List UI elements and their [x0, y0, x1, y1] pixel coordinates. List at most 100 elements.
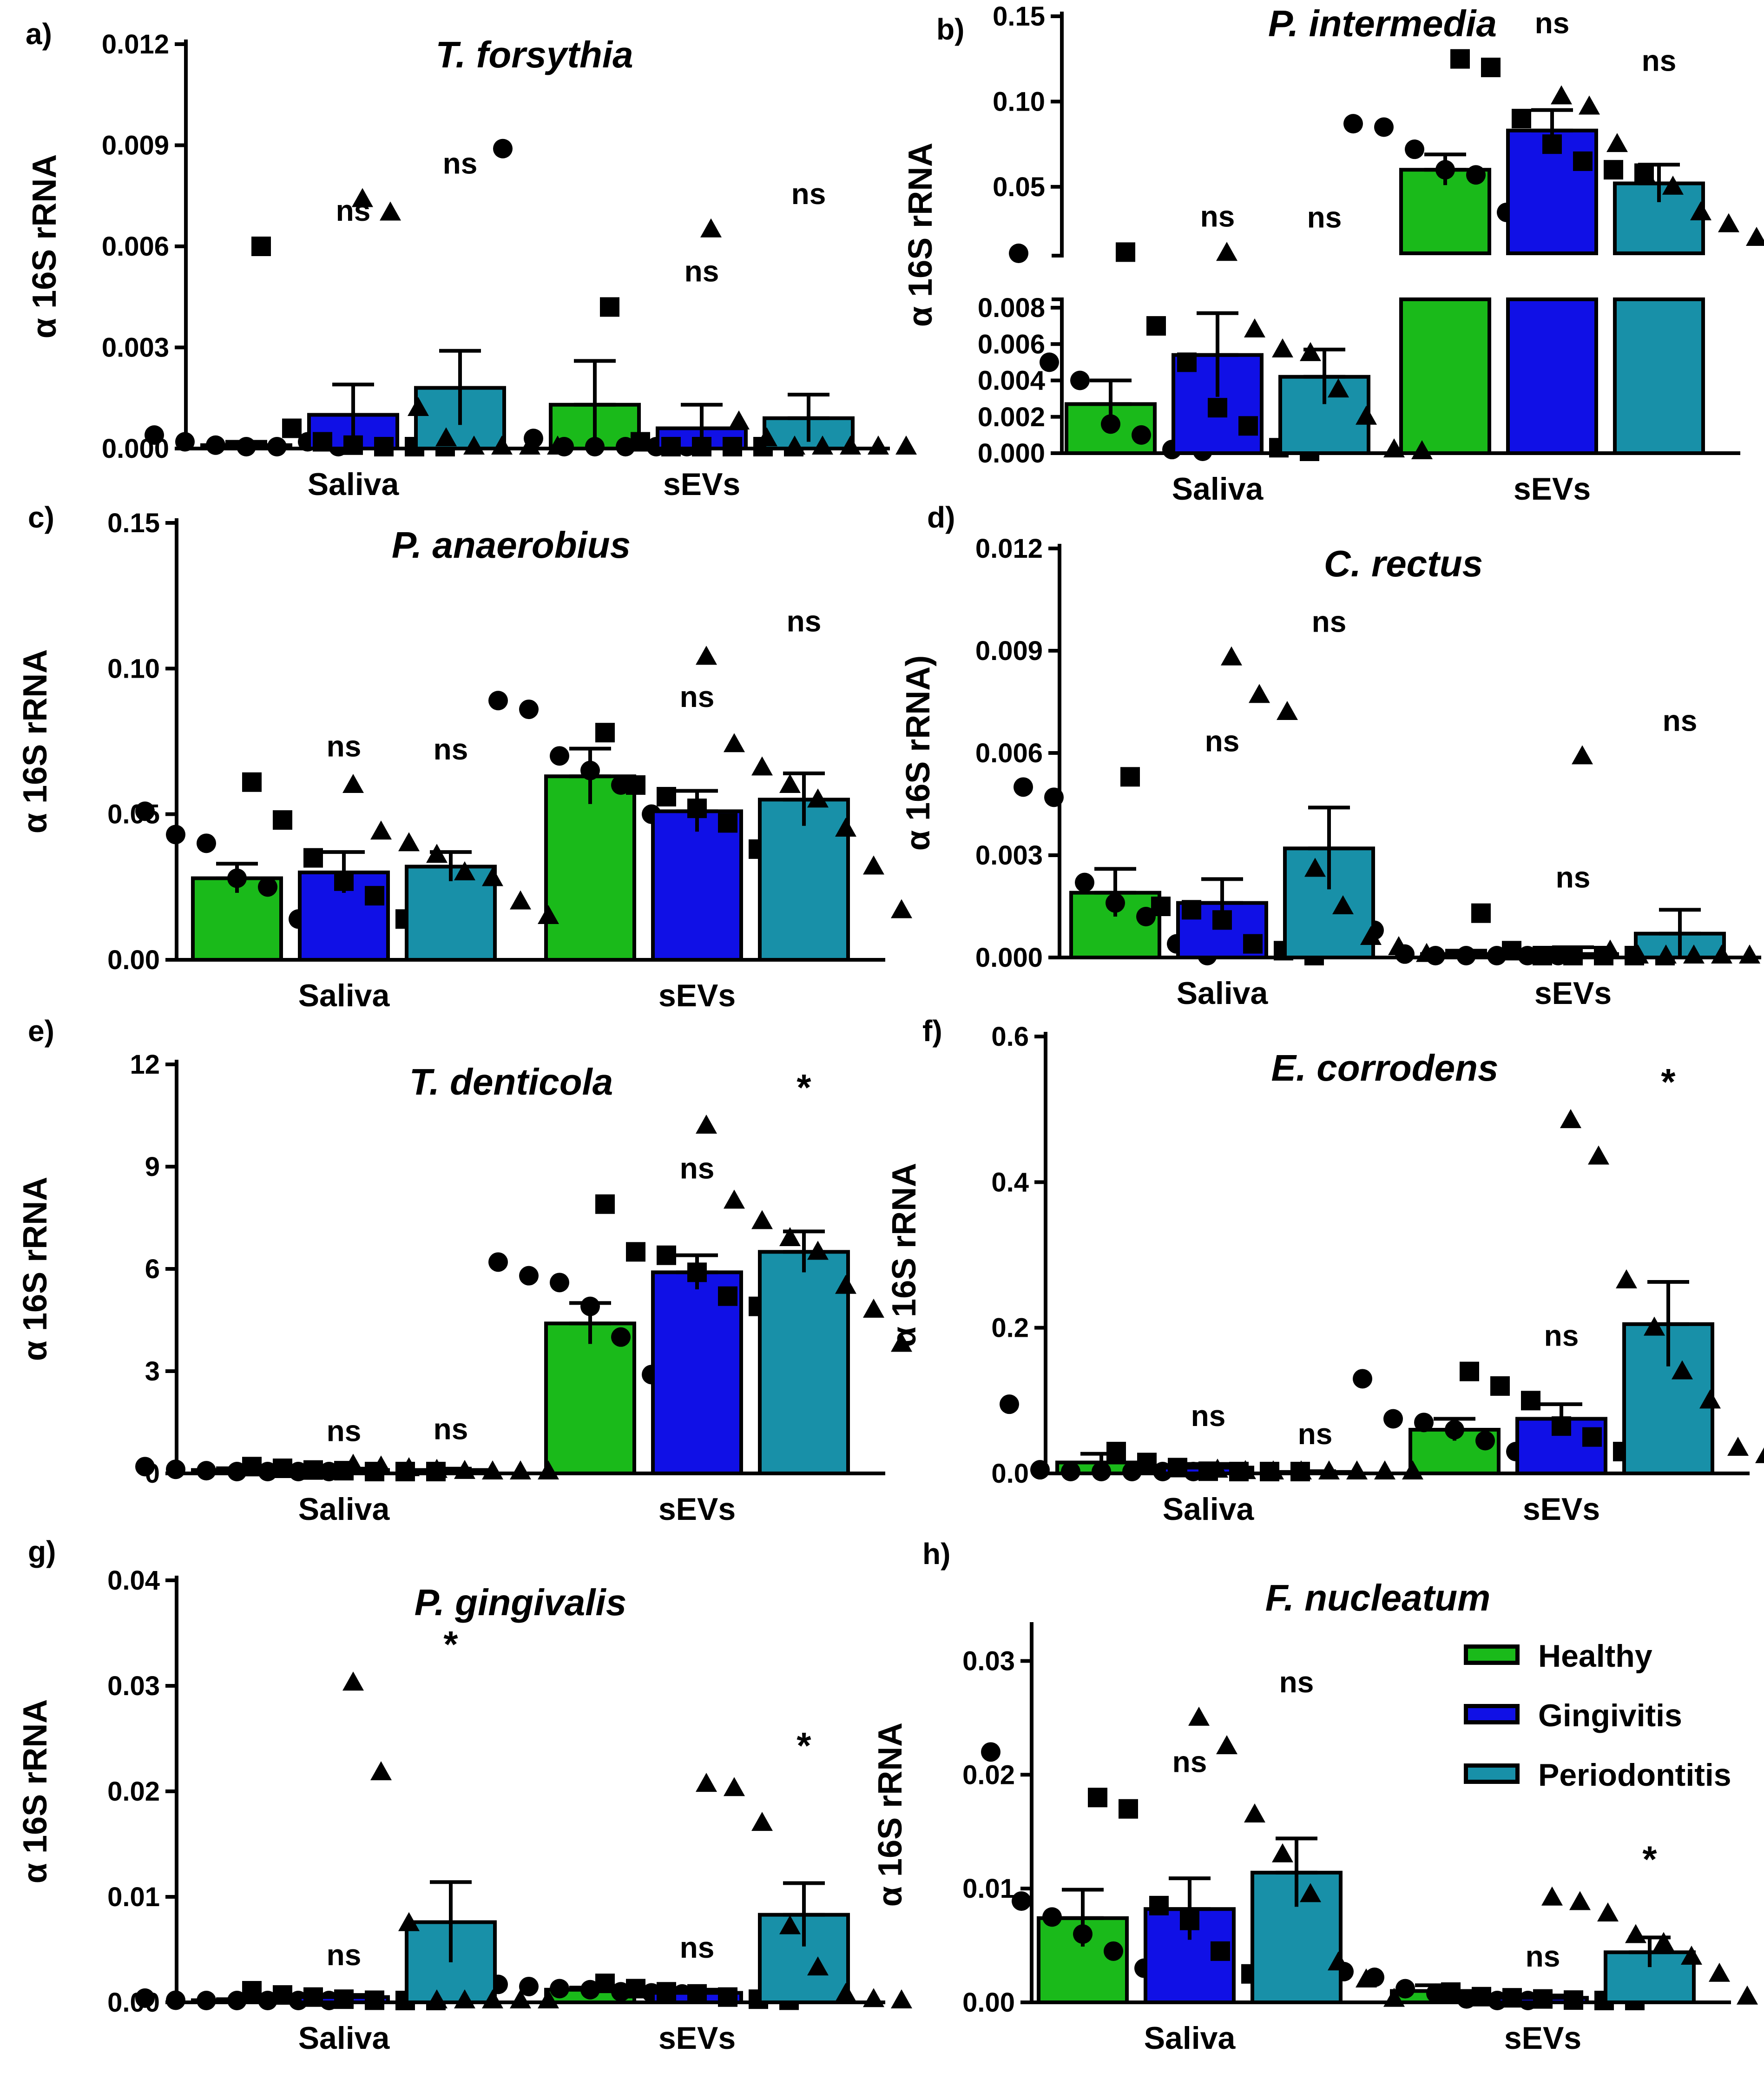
panel-g-point-healthy [580, 1980, 600, 2000]
panel-a-point-periodontitis [868, 436, 889, 455]
panel-c-sig-label: ns [434, 733, 468, 766]
panel-c-point-healthy [488, 691, 508, 711]
panel-c-point-periodontitis [724, 733, 745, 753]
panel-a-xtick-label-saliva: Saliva [308, 467, 400, 502]
panel-b-ytick-label: 0.006 [978, 329, 1045, 359]
panel-f-sig-label: ns [1298, 1417, 1333, 1451]
panel-f-point-gingivitis [1106, 1442, 1126, 1461]
panel-h-point-periodontitis [1216, 1735, 1237, 1755]
panel-f-ytick-label: 0.2 [991, 1313, 1029, 1343]
panel-g-point-healthy [166, 1990, 185, 2010]
panel-e-point-periodontitis [751, 1210, 773, 1229]
panel-b-point-healthy [1405, 139, 1424, 159]
panel-a-point-periodontitis [408, 397, 429, 416]
panel-a-sig-label: ns [685, 255, 719, 288]
panel-c-point-healthy [197, 833, 216, 853]
panel-h-point-gingivitis [1211, 1941, 1230, 1961]
panel-c-point-gingivitis [687, 799, 707, 819]
panel-a-point-healthy [585, 437, 605, 456]
panel-b-point-healthy [1466, 165, 1486, 185]
panel-f-ylabel: α 16S rRNA [886, 1163, 923, 1347]
panel-b-point-periodontitis [1411, 440, 1433, 459]
panel-e-point-gingivitis [303, 1460, 323, 1480]
panel-d-point-gingivitis [1502, 941, 1521, 961]
panel-c-point-periodontitis [510, 890, 531, 910]
panel-c-point-periodontitis [807, 788, 829, 808]
panel-d-sig-label: ns [1556, 861, 1591, 894]
panel-d-point-periodontitis [1599, 939, 1621, 959]
panel-b-sig-label: ns [1307, 200, 1342, 234]
panel-c-bar-healthy [544, 774, 636, 962]
legend-swatch-gingivitis [1464, 1704, 1520, 1724]
chart-legend: Healthy Gingivitis Periodontitis [1464, 1636, 1761, 1831]
panel-b-bar-healthy-lower [1399, 297, 1491, 455]
panel-h-point-gingivitis [1149, 1895, 1169, 1915]
panel-g-point-gingivitis [687, 1984, 707, 2004]
panel-c-letter: c) [28, 501, 54, 534]
panel-e-point-healthy [611, 1327, 631, 1347]
panel-c-point-gingivitis [718, 813, 737, 833]
panel-f-point-healthy [1414, 1413, 1434, 1433]
panel-g-sig-label: * [796, 1725, 811, 1766]
panel-c-point-healthy [258, 877, 277, 897]
panel-h-point-periodontitis [1244, 1803, 1265, 1822]
panel-e-point-periodontitis [891, 1333, 912, 1352]
panel-e-point-gingivitis [595, 1194, 615, 1214]
panel-f-point-gingivitis [1490, 1376, 1510, 1396]
panel-g-point-periodontitis [342, 1671, 364, 1691]
panel-c-point-healthy [611, 775, 631, 795]
panel-b-ytick-label: 0.05 [993, 172, 1045, 202]
panel-c-sig-label: ns [680, 680, 715, 713]
panel-b-point-gingivitis [1450, 49, 1470, 69]
panel-f-point-periodontitis [1616, 1269, 1637, 1288]
panel-f-sig-label: * [1661, 1061, 1676, 1103]
panel-g-point-healthy [197, 1991, 216, 2010]
panel-g-point-gingivitis [595, 1974, 615, 1994]
panel-d-point-gingivitis [1182, 900, 1201, 920]
panel-c-point-gingivitis [334, 871, 354, 891]
panel-d-point-gingivitis [1471, 903, 1491, 923]
panel-c-bar-periodontitis [405, 865, 497, 962]
panel-a-letter: a) [26, 17, 52, 51]
panel-a-point-healthy [145, 425, 164, 445]
panel-a-point-healthy [175, 432, 195, 452]
panel-c-point-healthy [135, 801, 155, 821]
panel-h-point-gingivitis [1564, 1990, 1583, 2010]
panel-e-title: T. denticola [409, 1061, 613, 1103]
panel-c-point-gingivitis [595, 723, 615, 743]
panel-g-point-periodontitis [696, 1773, 717, 1792]
panel-g-ylabel: α 16S rRNA [17, 1699, 54, 1883]
panel-f-point-periodontitis [1755, 1447, 1764, 1463]
panel-h-point-periodontitis [1272, 1843, 1293, 1862]
panel-a-point-healthy [616, 437, 635, 456]
panel-f-title: E. corrodens [1271, 1047, 1498, 1089]
panel-d-point-periodontitis [1332, 895, 1354, 914]
panel-c-sig-label: ns [787, 604, 822, 638]
panel-c-point-periodontitis [426, 844, 448, 863]
panel-b-ytick-label: 0.10 [993, 86, 1045, 117]
panel-g-point-healthy [611, 1982, 631, 2002]
panel-c-point-gingivitis [242, 772, 262, 792]
panel-h-letter: h) [922, 1537, 950, 1571]
panel-e-point-healthy [519, 1266, 539, 1286]
panel-g-point-gingivitis [273, 1985, 292, 2005]
panel-h-point-healthy [1104, 1941, 1123, 1961]
panel-g-ytick-label: 0.04 [107, 1565, 160, 1596]
panel-h-sig-label: ns [1526, 1940, 1560, 1973]
panel-g-point-periodontitis [538, 1989, 559, 2008]
panel-f: f) E. corrodens α 16S rRNA 0.0 0.2 0.4 0.6 Sali… [886, 1014, 1764, 1527]
panel-h-point-healthy [1012, 1891, 1031, 1911]
panel-d-point-periodontitis [1739, 944, 1760, 964]
panel-b-point-periodontitis [1579, 95, 1600, 115]
panel-a-point-periodontitis [435, 427, 457, 447]
panel-d-point-periodontitis [1221, 646, 1242, 666]
panel-e-point-gingivitis [242, 1457, 262, 1477]
panel-e-point-gingivitis [273, 1459, 292, 1478]
panel-h-point-gingivitis [1441, 1982, 1461, 2002]
panel-f-point-periodontitis [1560, 1109, 1581, 1129]
panel-g-point-healthy [519, 1976, 539, 1996]
panel-e-point-periodontitis [807, 1241, 829, 1260]
legend-item-gingivitis: Gingivitis [1464, 1696, 1761, 1733]
panel-c-point-periodontitis [398, 832, 420, 852]
